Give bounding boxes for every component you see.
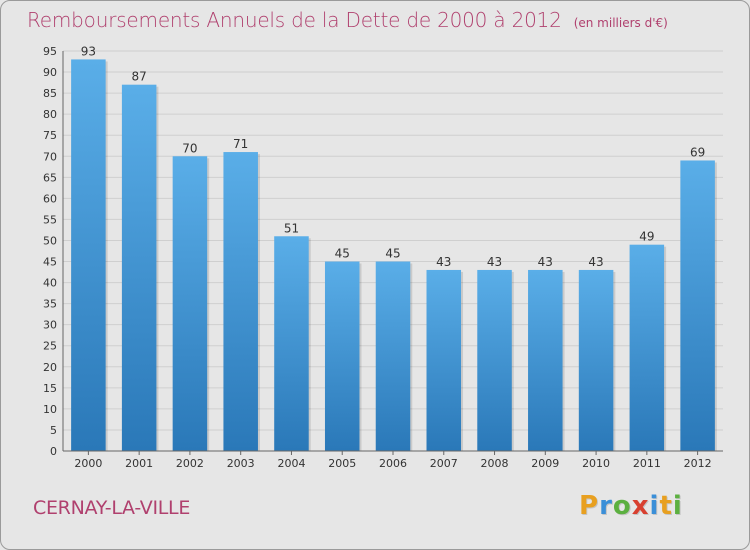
y-tick-label: 45 [43, 256, 57, 269]
x-tick-label: 2010 [582, 457, 610, 470]
data-label: 87 [132, 70, 147, 84]
logo-letter: t [659, 491, 673, 521]
bar [223, 152, 258, 452]
data-label: 43 [436, 255, 451, 269]
data-label: 45 [385, 247, 400, 261]
bar [121, 84, 157, 452]
y-tick-label: 30 [43, 319, 57, 332]
data-label: 51 [284, 221, 299, 235]
bar [71, 59, 106, 451]
x-tick-label: 2003 [227, 457, 255, 470]
logo-letter: i [672, 491, 683, 521]
logo-letter: i [649, 491, 660, 521]
title-row: Remboursements Annuels de la Dette de 20… [27, 8, 668, 32]
bars [71, 59, 717, 452]
y-tick-label: 20 [43, 361, 57, 374]
bar [578, 269, 614, 451]
y-tick-label: 50 [43, 234, 57, 247]
data-label: 70 [182, 141, 197, 155]
data-label: 43 [588, 255, 603, 269]
bar [426, 269, 462, 451]
y-tick-label: 15 [43, 382, 57, 395]
data-label: 43 [538, 255, 553, 269]
y-tick-label: 0 [50, 445, 57, 458]
x-tick-label: 2000 [74, 457, 102, 470]
logo-letter: P [579, 491, 600, 521]
x-tick-label: 2009 [531, 457, 559, 470]
x-tick-label: 2011 [633, 457, 661, 470]
y-tick-labels: 0 5 10 15 20 25 30 35 40 45 50 55 60 65 70 75 80 85 90 95 [43, 45, 57, 458]
data-labels: 93 87 70 71 51 45 45 43 43 43 43 49 69 [81, 44, 706, 269]
data-label: 71 [233, 137, 248, 151]
chart-unit: (en milliers d'€) [573, 16, 668, 30]
bar [375, 261, 411, 451]
data-label: 45 [335, 247, 350, 261]
y-tick-label: 85 [43, 87, 57, 100]
data-label: 49 [639, 230, 654, 244]
chart-title: Remboursements Annuels de la Dette de 20… [27, 8, 562, 32]
y-tick-label: 10 [43, 403, 57, 416]
proxiti-logo: Proxiti [579, 491, 683, 521]
bar [324, 261, 360, 451]
y-tick-label: 55 [43, 213, 57, 226]
x-tick-label: 2012 [684, 457, 712, 470]
bar [629, 244, 665, 451]
x-tick-label: 2007 [430, 457, 458, 470]
logo-letter: x [631, 491, 650, 521]
data-label: 69 [690, 145, 705, 159]
x-tick-label: 2001 [125, 457, 153, 470]
bar [274, 236, 309, 451]
x-tick-label: 2008 [481, 457, 509, 470]
data-label: 93 [81, 44, 96, 58]
data-label: 43 [487, 255, 502, 269]
logo-letter: r [599, 491, 613, 521]
y-tick-label: 60 [43, 192, 57, 205]
x-tick-label: 2004 [277, 457, 305, 470]
y-tick-label: 70 [43, 150, 57, 163]
logo-letter: o [612, 491, 632, 521]
x-tick-label: 2002 [176, 457, 204, 470]
y-tick-label: 25 [43, 340, 57, 353]
y-tick-label: 65 [43, 171, 57, 184]
bar [172, 156, 208, 451]
x-tick-label: 2005 [328, 457, 356, 470]
bar [680, 160, 715, 451]
y-tick-label: 90 [43, 66, 57, 79]
x-tick-labels: 2000 2001 2002 2003 2004 2005 2006 2007 2008 2009… [74, 457, 711, 470]
y-tick-label: 35 [43, 298, 57, 311]
axes [62, 51, 723, 455]
y-tick-label: 40 [43, 277, 57, 290]
commune-name: CERNAY-LA-VILLE [33, 497, 191, 519]
y-tick-label: 95 [43, 45, 57, 58]
x-tick-label: 2006 [379, 457, 407, 470]
bar [477, 269, 512, 451]
y-tick-label: 75 [43, 129, 57, 142]
bar [528, 269, 563, 451]
y-tick-label: 5 [50, 424, 57, 437]
y-tick-label: 80 [43, 108, 57, 121]
